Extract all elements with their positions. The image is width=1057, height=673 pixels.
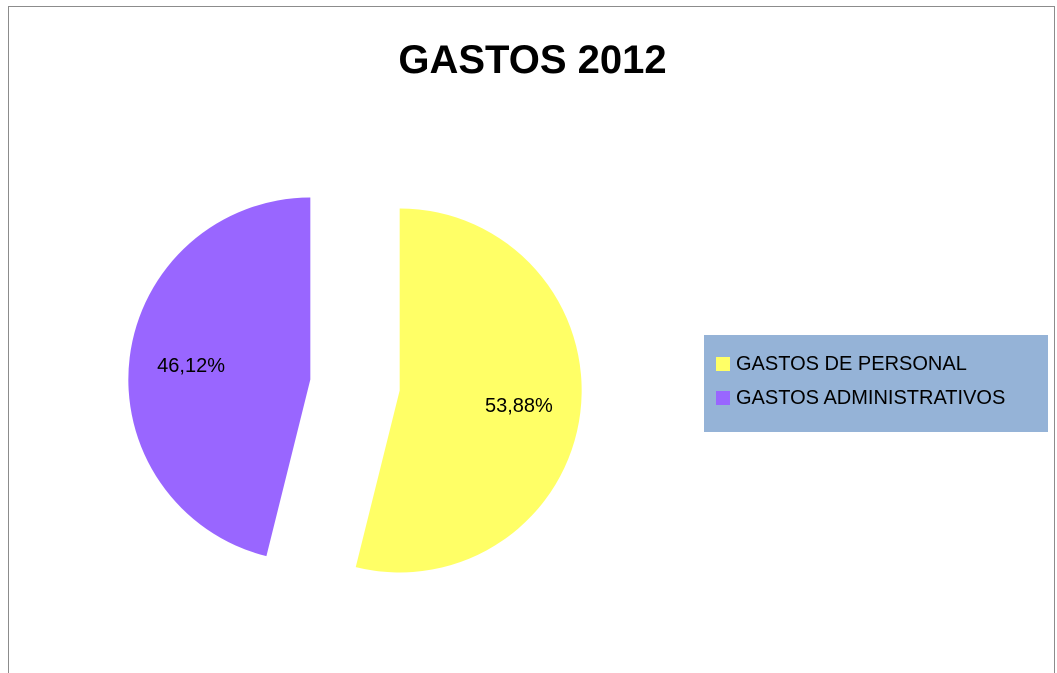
chart-title: GASTOS 2012 xyxy=(398,38,667,82)
legend-swatch-personal xyxy=(716,357,730,371)
legend-swatch-administrativos xyxy=(716,391,730,405)
legend-item-administrativos: GASTOS ADMINISTRATIVOS xyxy=(716,381,1048,415)
legend: GASTOS DE PERSONAL GASTOS ADMINISTRATIVO… xyxy=(704,335,1048,432)
pie-slice-personal xyxy=(355,208,582,573)
pie-slice-administrativos xyxy=(128,197,311,557)
legend-label-personal: GASTOS DE PERSONAL xyxy=(736,352,967,375)
data-label-personal: 53,88% xyxy=(485,395,553,417)
legend-label-administrativos: GASTOS ADMINISTRATIVOS xyxy=(736,386,1006,409)
data-label-administrativos: 46,12% xyxy=(157,355,225,377)
legend-item-personal: GASTOS DE PERSONAL xyxy=(716,347,1048,381)
